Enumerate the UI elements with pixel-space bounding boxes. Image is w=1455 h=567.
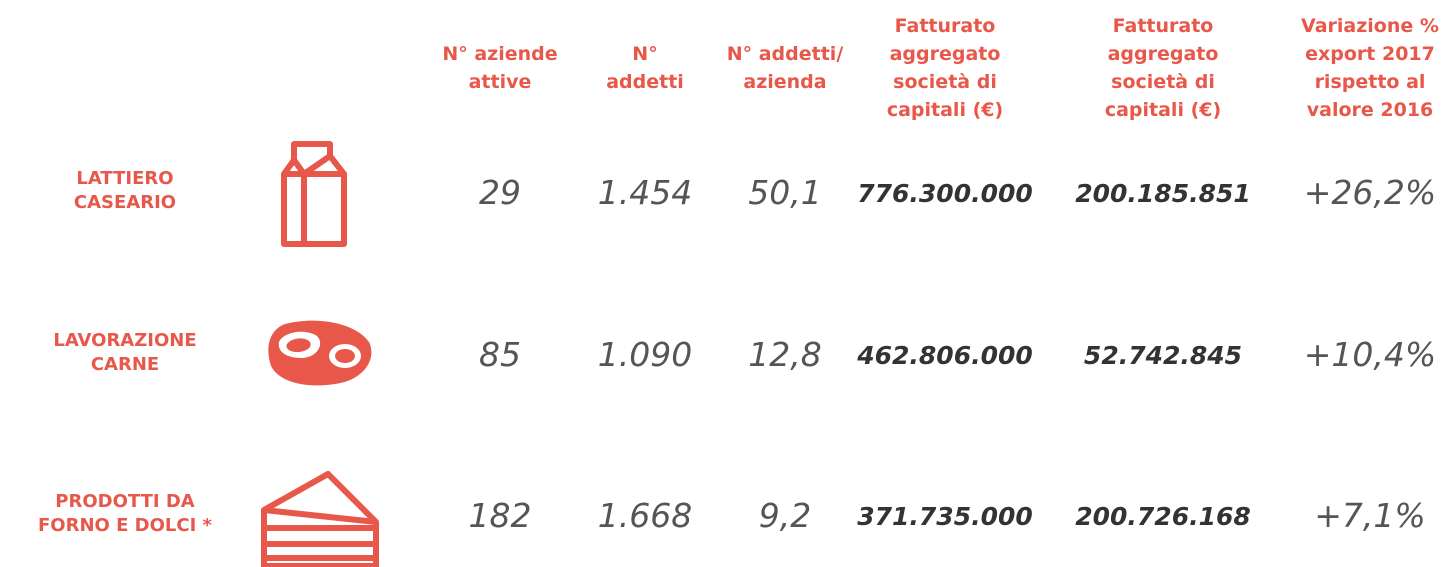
header-line: N°	[632, 43, 658, 65]
header-line: azienda	[743, 71, 827, 93]
cell: 52.742.845	[1083, 341, 1243, 370]
column-header: Fatturato aggregato società di capitali (€)	[860, 6, 1030, 130]
header-line: N° aziende	[442, 43, 558, 65]
meat-icon	[268, 320, 372, 386]
row-label: LATTIERO CASEARIO	[20, 167, 230, 215]
cell: 462.806.000	[857, 341, 1033, 370]
cell: +26,2%	[1303, 173, 1437, 212]
header-line: capitali (€)	[1104, 99, 1222, 121]
header-line: aggregato	[1107, 43, 1219, 65]
column-header: Fatturato aggregato società di capitali (€)	[1078, 6, 1248, 130]
column-header: N° aziende attive	[415, 6, 585, 130]
header-line: società di	[893, 71, 997, 93]
header-line: rispetto al	[1314, 71, 1426, 93]
cell: 12,8	[748, 335, 822, 374]
label-line: LAVORAZIONE	[53, 330, 197, 351]
cell: +7,1%	[1314, 496, 1426, 535]
cell: 9,2	[758, 496, 812, 535]
row-label: LAVORAZIONE CARNE	[20, 329, 230, 377]
header-line: attive	[468, 71, 532, 93]
header-line: capitali (€)	[886, 99, 1004, 121]
row-label: PRODOTTI DA FORNO E DOLCI *	[20, 490, 230, 538]
header-line: addetti	[606, 71, 684, 93]
column-header: N° addetti	[560, 6, 730, 130]
header-line: export 2017	[1305, 43, 1435, 65]
header-line: Variazione %	[1301, 15, 1439, 37]
column-header: Variazione % export 2017 rispetto al valore…	[1285, 6, 1455, 130]
label-line: LATTIERO	[76, 168, 174, 189]
label-line: FORNO E DOLCI *	[38, 515, 212, 536]
cell: 371.735.000	[857, 502, 1033, 531]
cell: +10,4%	[1303, 335, 1437, 374]
cell: 182	[468, 496, 532, 535]
cell: 776.300.000	[857, 179, 1033, 208]
header-line: N° addetti/	[726, 43, 844, 65]
column-header: N° addetti/azienda	[700, 6, 870, 130]
header-line: Fatturato	[894, 15, 996, 37]
milk-icon	[281, 141, 347, 247]
cell: 1.668	[597, 496, 693, 535]
label-line: CASEARIO	[73, 192, 177, 213]
label-line: CARNE	[90, 354, 160, 375]
cell: 200.726.168	[1075, 502, 1251, 531]
header-line: società di	[1111, 71, 1215, 93]
header-line: Fatturato	[1112, 15, 1214, 37]
cell: 200.185.851	[1075, 179, 1251, 208]
cake-icon	[261, 471, 379, 567]
header-line: aggregato	[889, 43, 1001, 65]
cell: 50,1	[748, 173, 822, 212]
header-line: valore 2016	[1306, 99, 1434, 121]
cell: 1.090	[597, 335, 693, 374]
cell: 85	[479, 335, 521, 374]
cell: 1.454	[597, 173, 693, 212]
label-line: PRODOTTI DA	[55, 491, 195, 512]
cell: 29	[479, 173, 521, 212]
